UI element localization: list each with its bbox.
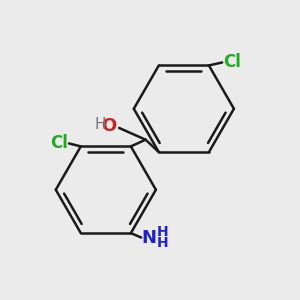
Text: N: N	[142, 229, 157, 247]
Text: H: H	[94, 118, 106, 133]
Text: Cl: Cl	[224, 53, 242, 71]
Text: H: H	[157, 225, 168, 239]
Text: H: H	[157, 236, 168, 250]
Text: O: O	[101, 117, 116, 135]
Text: Cl: Cl	[50, 134, 68, 152]
